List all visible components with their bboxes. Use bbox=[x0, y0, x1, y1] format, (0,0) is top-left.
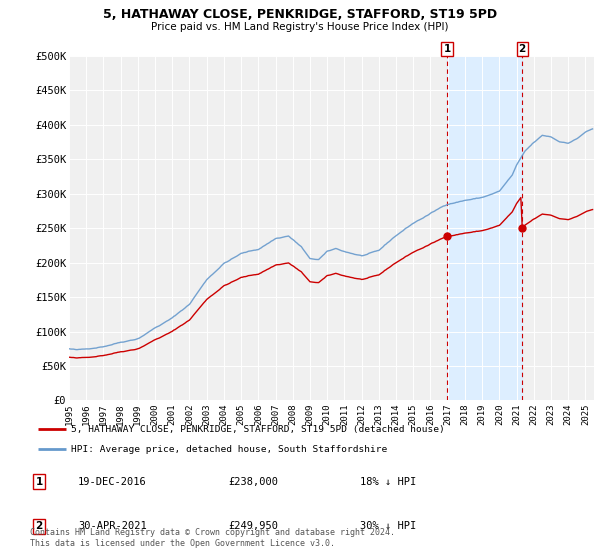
Text: HPI: Average price, detached house, South Staffordshire: HPI: Average price, detached house, Sout… bbox=[71, 445, 388, 454]
Text: 2: 2 bbox=[35, 521, 43, 531]
Text: 2: 2 bbox=[518, 44, 526, 54]
Text: £238,000: £238,000 bbox=[228, 477, 278, 487]
Text: 1: 1 bbox=[443, 44, 451, 54]
Text: 19-DEC-2016: 19-DEC-2016 bbox=[78, 477, 147, 487]
Text: Contains HM Land Registry data © Crown copyright and database right 2024.
This d: Contains HM Land Registry data © Crown c… bbox=[30, 528, 395, 548]
Text: £249,950: £249,950 bbox=[228, 521, 278, 531]
Bar bbox=[447, 56, 522, 400]
Text: 30% ↓ HPI: 30% ↓ HPI bbox=[360, 521, 416, 531]
Text: 18% ↓ HPI: 18% ↓ HPI bbox=[360, 477, 416, 487]
Text: 1: 1 bbox=[35, 477, 43, 487]
Text: 5, HATHAWAY CLOSE, PENKRIDGE, STAFFORD, ST19 5PD (detached house): 5, HATHAWAY CLOSE, PENKRIDGE, STAFFORD, … bbox=[71, 425, 445, 434]
Text: 5, HATHAWAY CLOSE, PENKRIDGE, STAFFORD, ST19 5PD: 5, HATHAWAY CLOSE, PENKRIDGE, STAFFORD, … bbox=[103, 8, 497, 21]
Text: Price paid vs. HM Land Registry's House Price Index (HPI): Price paid vs. HM Land Registry's House … bbox=[151, 22, 449, 32]
Text: 30-APR-2021: 30-APR-2021 bbox=[78, 521, 147, 531]
